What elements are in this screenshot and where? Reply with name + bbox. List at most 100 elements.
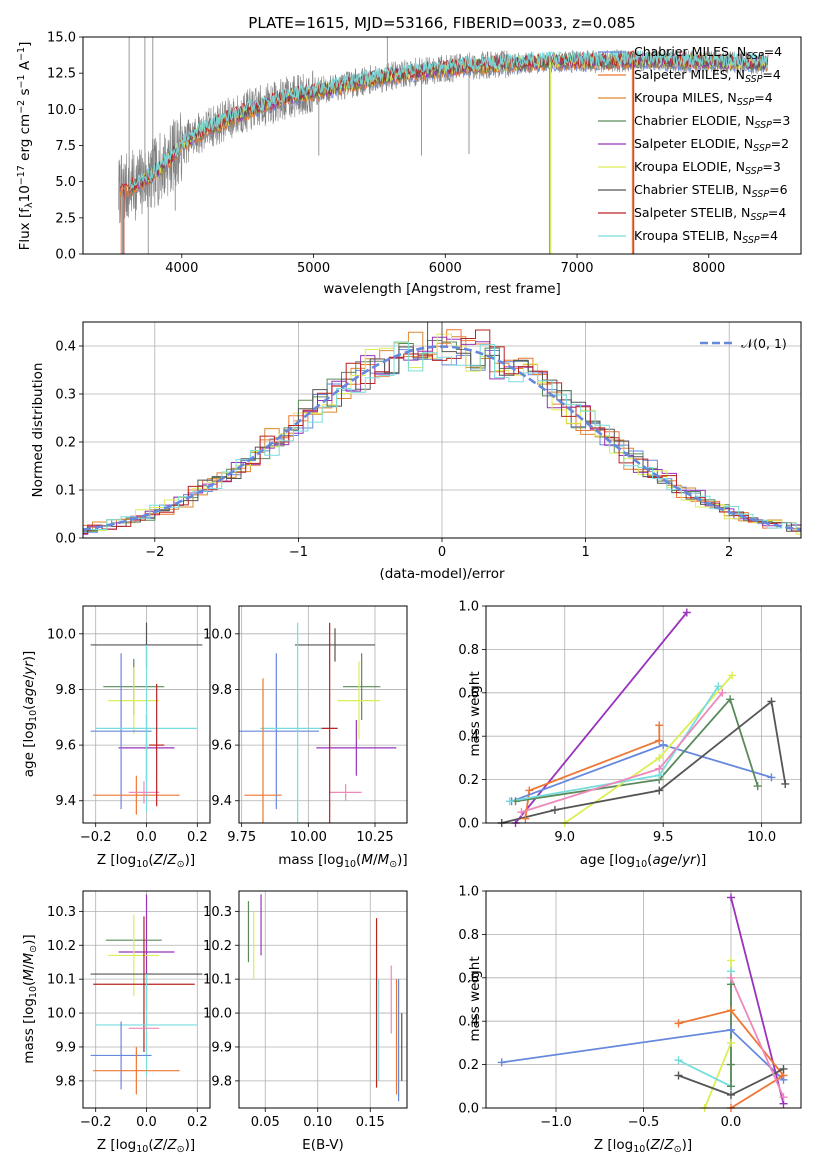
x-axis-label-3: Z [log10​(Z/Z⊙​)] — [97, 852, 195, 870]
y-tick-label: 9.4 — [211, 794, 232, 809]
weight-line — [509, 685, 720, 803]
x-tick-label: 0.10 — [303, 1115, 332, 1130]
y-tick-label: 9.6 — [55, 739, 76, 754]
legend-label: 𝒩(0, 1) — [741, 336, 787, 351]
x-tick-label: −2 — [145, 545, 164, 560]
y-tick-label: 15.0 — [47, 31, 76, 46]
plus-marker — [714, 682, 723, 691]
plot-area — [239, 622, 397, 823]
panel-4: 9.75 10.00 10.25 9.4 9.6 9.8 10.0 — [203, 605, 408, 845]
plus-marker — [674, 1071, 683, 1080]
plus-marker — [674, 1019, 683, 1028]
weight-line — [501, 1028, 785, 1081]
x-tick-label: 10.0 — [747, 830, 776, 845]
y-tick-label: 1.0 — [458, 885, 479, 900]
panel-1: 4000 5000 6000 7000 8000 0.0 2.5 5.0 7.5 10.0 12.5… — [47, 31, 802, 276]
panel-7: 0.05 0.10 0.15 9.8 9.9 10.0 10.1 10.2 10.3 — [203, 890, 408, 1130]
x-tick-label: 9.75 — [227, 830, 256, 845]
y-tick-label: 2.5 — [55, 211, 76, 226]
axes-frame — [82, 321, 802, 539]
plus-marker — [505, 797, 514, 806]
x-tick-label: −0.2 — [80, 1115, 112, 1130]
y-axis-label-6: mass [log10​(M/M⊙​)] — [21, 934, 39, 1063]
y-tick-label: 10.0 — [203, 627, 232, 642]
plus-marker — [655, 736, 664, 745]
axes-frame — [238, 605, 408, 824]
plus-marker — [727, 1038, 735, 1047]
plus-marker — [517, 808, 526, 817]
plus-marker — [726, 695, 735, 704]
y-tick-label: 9.8 — [211, 1074, 232, 1089]
y-tick-label: 0.2 — [458, 1058, 479, 1073]
plot-area — [501, 611, 787, 823]
plus-marker — [779, 1064, 788, 1073]
y-axis-label-3: age [log10​(age/yr)] — [21, 651, 39, 778]
y-tick-label: 10.3 — [47, 905, 76, 920]
plus-marker — [655, 786, 664, 795]
weight-line — [678, 1009, 785, 1108]
x-axis-label-2: (data-model)/error — [379, 566, 505, 582]
y-tick-label: 12.5 — [47, 67, 76, 82]
plus-marker — [727, 956, 735, 965]
y-tick-label: 0.0 — [55, 532, 76, 547]
y-tick-label: 0.2 — [458, 773, 479, 788]
panel-3: −0.2 0.0 0.2 9.4 9.6 9.8 10.0 — [47, 605, 211, 845]
y-tick-label: 0.8 — [458, 928, 479, 943]
x-tick-label: 9.0 — [554, 830, 575, 845]
plus-marker — [521, 814, 530, 823]
y-tick-label: 9.6 — [211, 739, 232, 754]
x-tick-label: 0.0 — [721, 1115, 742, 1130]
x-tick-label: 0.2 — [187, 1115, 208, 1130]
x-tick-label: −0.2 — [80, 830, 112, 845]
plus-marker — [674, 1056, 683, 1065]
y-tick-label: 10.0 — [47, 103, 76, 118]
legend-label: Chabrier STELIB, NSSP​=6 — [634, 182, 788, 200]
weight-line — [730, 977, 785, 1098]
plus-marker — [497, 1058, 506, 1067]
plus-marker — [682, 608, 691, 617]
x-tick-label: 5000 — [297, 261, 330, 276]
panel-6: −0.2 0.0 0.2 9.8 9.9 10.0 10.1 10.2 10.3 — [47, 890, 211, 1130]
y-tick-label: 9.4 — [55, 794, 76, 809]
y-tick-label: 10.0 — [203, 1007, 232, 1022]
x-tick-label: 7000 — [560, 261, 593, 276]
plus-marker — [781, 779, 790, 788]
x-axis-label-4: mass [log10​(M/M⊙​)] — [278, 852, 407, 870]
histogram-line — [83, 341, 801, 531]
y-tick-label: 0.4 — [458, 730, 479, 745]
plus-marker — [718, 688, 727, 697]
x-tick-label: 0 — [438, 545, 446, 560]
y-axis-label-8: mass weight — [467, 956, 483, 1041]
y-tick-label: 0.8 — [458, 643, 479, 658]
x-tick-label: −0.5 — [628, 1115, 660, 1130]
y-tick-label: 9.9 — [55, 1040, 76, 1055]
axes-frame — [485, 605, 802, 824]
axes-frame — [82, 605, 211, 824]
legend-label: Salpeter STELIB, NSSP​=4 — [634, 205, 786, 223]
x-axis-label-5: age [log10​(age/yr)] — [580, 852, 707, 870]
x-tick-label: 0.2 — [187, 830, 208, 845]
x-axis-label-1: wavelength [Angstrom, rest frame] — [323, 281, 561, 297]
y-tick-label: 10.2 — [203, 939, 232, 954]
plus-marker — [655, 721, 664, 730]
plus-marker — [753, 782, 762, 791]
plus-marker — [727, 1006, 735, 1015]
y-tick-label: 1.0 — [458, 600, 479, 615]
plus-marker — [550, 805, 559, 814]
plus-marker — [659, 740, 668, 749]
plus-marker — [727, 973, 735, 982]
y-tick-label: 10.3 — [203, 905, 232, 920]
y-tick-label: 10.1 — [47, 973, 76, 988]
panel-2: −2 −1 0 1 2 0.0 0.1 0.2 0.3 0.4 — [55, 321, 802, 560]
legend-label: Salpeter ELODIE, NSSP​=2 — [634, 136, 789, 154]
plus-marker — [728, 671, 737, 680]
y-axis-label-1: Flux [fλ​10−17​ erg cm−2​ s−1​ A−1​] — [16, 42, 35, 251]
plot-area — [501, 897, 785, 1108]
y-tick-label: 0.0 — [55, 248, 76, 263]
legend-label: Kroupa STELIB, NSSP​=4 — [634, 228, 778, 246]
x-tick-label: 10.25 — [356, 830, 393, 845]
y-tick-label: 9.8 — [55, 1074, 76, 1089]
y-tick-label: 0.4 — [458, 1015, 479, 1030]
x-tick-label: 10.00 — [290, 830, 327, 845]
x-tick-label: 0.0 — [136, 830, 157, 845]
